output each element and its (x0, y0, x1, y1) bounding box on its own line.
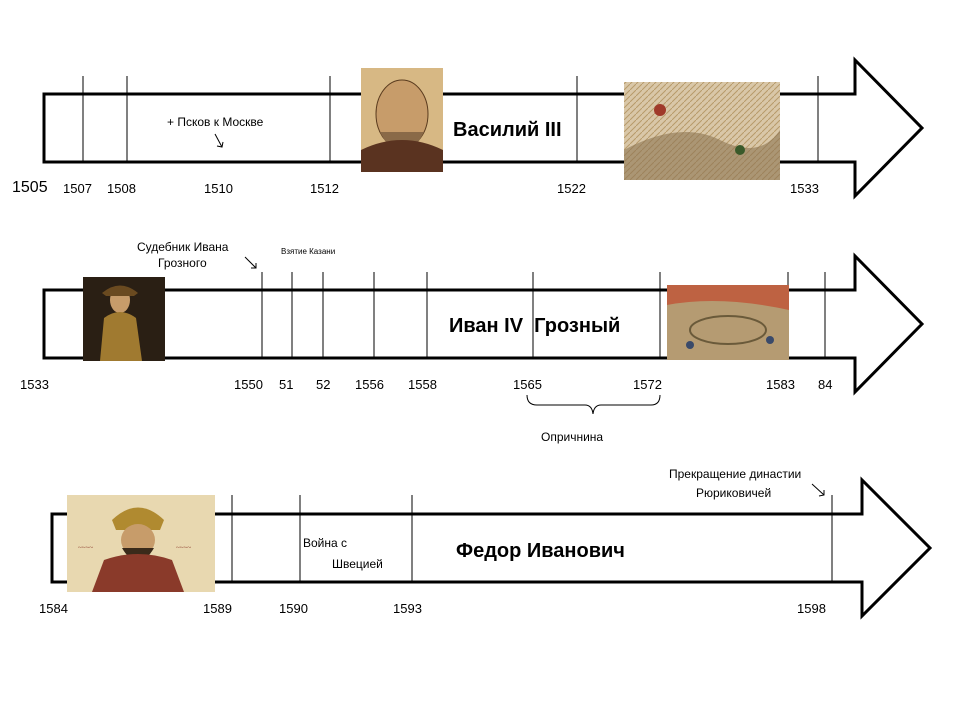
ruler-name: Иван IV Грозный (449, 315, 620, 337)
annotation-war-line2: Швецией (332, 557, 383, 571)
pointer-arrow-icon (214, 133, 224, 148)
annotation-kazan: Взятие Казани (281, 247, 335, 256)
year-label: 1507 (63, 181, 92, 196)
annotation-war-line1: Война с (303, 536, 347, 550)
year-label: 1565 (513, 377, 542, 392)
annotation-dynasty-line1: Прекращение династии (669, 467, 801, 481)
year-label: 51 (279, 377, 293, 392)
ruler-name: Федор Иванович (456, 540, 625, 562)
year-label: 1510 (204, 181, 233, 196)
year-label: 1598 (797, 601, 826, 616)
year-label: 52 (316, 377, 330, 392)
annotation-pskov: + Псков к Москве (167, 115, 264, 129)
timeline-fyodor: ~~~~ ~~~~ 1584 1589 1590 1593 1598 Война… (39, 467, 933, 620)
year-label: 1556 (355, 377, 384, 392)
ruler-name: Василий III (453, 119, 562, 141)
year-label: 1590 (279, 601, 308, 616)
year-label: 1508 (107, 181, 136, 196)
year-label: 1558 (408, 377, 437, 392)
pointer-arrow-icon (811, 483, 825, 497)
portrait-vasily-iii (361, 68, 443, 172)
oprichnina-painting (667, 285, 789, 360)
annotation-oprichnina: Опричнина (541, 430, 603, 444)
year-label: 1522 (557, 181, 586, 196)
battle-painting (624, 82, 780, 180)
annotation-sudebnik-line1: Судебник Ивана (137, 240, 229, 254)
year-label: 1533 (790, 181, 819, 196)
year-label: 1589 (203, 601, 232, 616)
oprichnina-brace (526, 394, 661, 415)
annotation-sudebnik-line2: Грозного (158, 256, 207, 270)
year-ticks (231, 495, 833, 582)
year-label: 1572 (633, 377, 662, 392)
year-label: 1584 (39, 601, 68, 616)
timeline-ivan-iv: 1533 1550 51 52 1556 1558 1565 1572 1583… (20, 240, 925, 444)
year-label: 84 (818, 377, 832, 392)
portrait-ivan-iv (83, 277, 165, 361)
svg-text:~~~~: ~~~~ (78, 544, 93, 552)
year-label: 1550 (234, 377, 263, 392)
annotation-dynasty-line2: Рюриковичей (696, 486, 771, 500)
year-ticks (82, 76, 819, 162)
start-year: 1505 (12, 179, 48, 196)
timeline-vasily-iii: 1505 1507 1508 1510 1512 1522 1533 + Пск… (12, 56, 925, 200)
year-label: 1533 (20, 377, 49, 392)
year-label: 1512 (310, 181, 339, 196)
portrait-fyodor-ivanovich: ~~~~ ~~~~ (67, 495, 215, 592)
year-label: 1583 (766, 377, 795, 392)
year-label: 1593 (393, 601, 422, 616)
pointer-arrow-icon (244, 256, 257, 269)
svg-text:~~~~: ~~~~ (176, 544, 191, 552)
